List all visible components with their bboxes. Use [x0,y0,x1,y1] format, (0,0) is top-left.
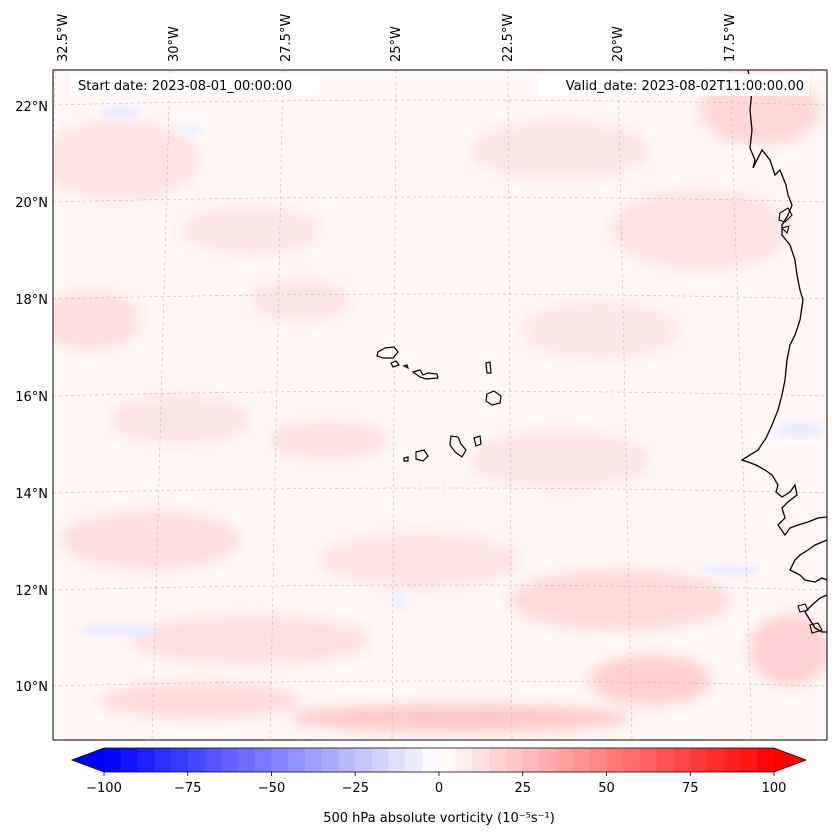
island-brava [403,456,409,462]
colorbar-max-extend-arrow [774,748,806,772]
colorbar-tick-label: −75 [174,781,201,796]
colorbar-min-extend-arrow [72,748,104,772]
colorbar-tick-label: 0 [435,781,443,796]
island-sao-nicolau [411,369,439,380]
colorbar-segment [656,748,675,772]
colorbar-segment [640,748,658,772]
colorbar-segment [171,748,189,772]
colorbar-segment [137,748,155,772]
island-santiago [449,435,467,458]
colorbar-segment [690,748,708,772]
lon-label-22-5w: 22.5°W [501,14,516,62]
colorbar-segment [723,748,742,772]
colorbar-segment [455,748,474,772]
island-santa-luzia [402,364,410,370]
colorbar-segment [338,748,356,772]
coastal-islands [778,207,823,634]
island-fogo [415,449,429,462]
colorbar-segment [154,748,172,772]
colorbar-segment [522,748,541,772]
colorbar-segment [623,748,641,772]
colorbar-ticks: −100 −75 −50 −25 0 25 50 75 100 [86,772,786,796]
colorbar-label: 500 hPa absolute vorticity (10⁻⁵s⁻¹) [323,811,555,826]
colorbar-segment [221,748,239,772]
valid-date-label: Valid_date: 2023-08-02T11:00:00.00 [566,79,804,94]
colorbar-segment [104,748,122,772]
colorbar-tick-label: 50 [598,781,615,796]
map-frame [52,69,828,741]
lat-label-14n: 14°N [15,487,48,502]
colorbar-segment [606,748,624,772]
colorbar-segment [506,748,524,772]
latitude-labels: 22°N 20°N 18°N 16°N 14°N 12°N 10°N [15,100,48,695]
colorbar-segment [573,748,591,772]
island-sal [485,361,492,374]
lon-label-27-5w: 27.5°W [279,14,294,62]
lon-label-30w: 30°W [167,26,182,62]
lat-label-10n: 10°N [15,680,48,695]
colorbar-segment [740,748,758,772]
colorbar-segment [388,748,407,772]
colorbar-segment [489,748,507,772]
colorbar-segment [405,748,423,772]
longitude-labels: 32.5°W 30°W 27.5°W 25°W 22.5°W 20°W 17.5… [56,14,738,62]
lat-label-20n: 20°N [15,196,48,211]
valid-date-box [537,74,809,96]
colorbar-segment [372,748,390,772]
colorbar-tick-label: −100 [86,781,122,796]
start-date-label: Start date: 2023-08-01_00:00:00 [78,79,292,94]
lat-label-22n: 22°N [15,100,48,115]
colorbar-segment [757,748,775,772]
colorbar-segment [589,748,608,772]
lat-label-12n: 12°N [15,584,48,599]
start-date-box [70,74,320,96]
colorbar-segment [187,748,206,772]
colorbar-segment [439,748,457,772]
colorbar-segment [238,748,256,772]
colorbar: −100 −75 −50 −25 0 25 50 75 100 500 hPa absolute… [70,747,808,826]
island-boa-vista [485,390,502,406]
colorbar-tick-label: 75 [682,781,699,796]
colorbar-segments [104,748,775,772]
colorbar-tick-label: 100 [762,781,787,796]
lat-label-16n: 16°N [15,390,48,405]
lon-label-20w: 20°W [611,26,626,62]
colorbar-segment [271,748,289,772]
cape-verde-islands [376,346,502,462]
vorticity-field-negative-patches [80,106,825,636]
island-sao-vicente [390,360,400,368]
island-maio [473,435,482,447]
colorbar-segment [707,748,725,772]
colorbar-segment [288,748,306,772]
colorbar-tick-label: 25 [514,781,531,796]
colorbar-tick-label: −25 [342,781,369,796]
colorbar-segment [355,748,373,772]
colorbar-segment [120,748,139,772]
island-santo-antao [376,346,399,359]
colorbar-segment [472,748,490,772]
map-area [53,70,827,740]
lon-label-32-5w: 32.5°W [56,14,71,62]
colorbar-segment [321,748,340,772]
lat-label-18n: 18°N [15,293,48,308]
africa-coastline [740,70,827,633]
colorbar-segment [673,748,691,772]
colorbar-segment [204,748,222,772]
colorbar-segment [254,748,273,772]
graticule [53,70,827,740]
colorbar-segment [422,748,440,772]
colorbar-tick-label: −50 [258,781,285,796]
colorbar-segment [305,748,323,772]
lon-label-25w: 25°W [389,26,404,62]
colorbar-segment [556,748,574,772]
lon-label-17-5w: 17.5°W [723,14,738,62]
colorbar-segment [539,748,557,772]
